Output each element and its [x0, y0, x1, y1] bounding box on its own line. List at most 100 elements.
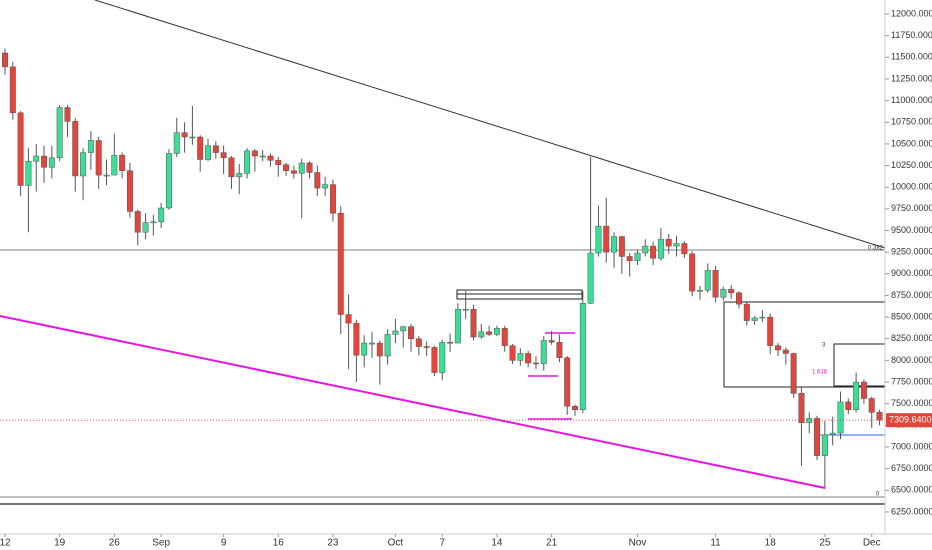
last-price-label: 7309.6400 [889, 415, 932, 425]
y-tick-label: 9750.0000 [891, 203, 932, 213]
candle-body [423, 346, 430, 348]
candle-body [798, 393, 805, 423]
candle-body [290, 170, 297, 174]
candle-body [767, 316, 774, 346]
candle-body [384, 334, 391, 357]
candle-body [392, 330, 399, 335]
candle-body [431, 347, 438, 373]
candle-body [673, 243, 680, 247]
candle-body [587, 252, 594, 304]
candle-body [345, 314, 352, 324]
x-tick-label: 9 [221, 538, 227, 549]
candle-body [87, 140, 94, 153]
candle-body [556, 341, 563, 359]
candle-body [134, 211, 141, 233]
candle-body [876, 412, 883, 421]
candle-body [603, 225, 610, 253]
candle-body [712, 270, 719, 298]
y-tick-label: 6250.0000 [891, 506, 932, 516]
x-tick-label: 26 [109, 538, 121, 549]
candle-body [314, 172, 321, 189]
y-tick-label: 11750.0000 [891, 30, 932, 40]
annotation: 0.382 [868, 246, 884, 252]
y-tick-label: 7750.0000 [891, 376, 932, 386]
candle-body [415, 338, 422, 347]
candle-body [704, 270, 711, 291]
candle-body [462, 309, 469, 311]
candle-body [111, 154, 118, 176]
candle-body [9, 66, 16, 113]
candle-body [376, 342, 383, 357]
candle-body [220, 152, 227, 159]
candle-body [2, 52, 8, 68]
candle-body [353, 322, 360, 356]
candle-body [165, 153, 172, 209]
x-tick-label: 12 [0, 538, 11, 549]
candle-body [650, 245, 657, 259]
candle-body [759, 316, 766, 319]
x-tick-label: 23 [327, 538, 339, 549]
y-tick-label: 11250.0000 [891, 73, 932, 83]
candle-body [361, 342, 368, 356]
candle-body [25, 160, 32, 186]
candle-body [454, 309, 461, 344]
candle-body [150, 221, 157, 224]
candle-body [126, 170, 133, 212]
y-tick-label: 8500.0000 [891, 311, 932, 321]
candle-body [806, 418, 813, 423]
candle-body [665, 238, 672, 247]
candle-body [306, 162, 313, 173]
x-tick-label: Dec [863, 538, 881, 549]
candle-body [267, 155, 274, 161]
candle-body [860, 381, 867, 399]
candle-body [579, 302, 586, 410]
candle-body [618, 236, 625, 257]
y-tick-label: 8750.0000 [891, 290, 932, 300]
candle-body [696, 289, 703, 292]
candle-body [517, 353, 524, 361]
candle-body [158, 207, 165, 223]
candle-body [470, 309, 477, 338]
y-tick-label: 7000.0000 [891, 441, 932, 451]
candle-body [837, 401, 844, 434]
candle-body [548, 340, 555, 343]
candle-body [275, 160, 282, 165]
candle-body [728, 289, 735, 294]
candle-body [95, 140, 102, 176]
x-tick-label: 16 [273, 538, 285, 549]
y-tick-label: 10750.0000 [891, 117, 932, 127]
candle-body [532, 362, 539, 365]
x-tick-label: 19 [54, 538, 66, 549]
candle-body [868, 398, 875, 413]
x-tick-label: 7 [439, 538, 445, 549]
x-tick-label: 25 [819, 538, 831, 549]
x-tick-label: Sep [152, 538, 170, 549]
candle-body [205, 145, 211, 160]
candle-body [298, 162, 305, 174]
y-tick-label: 6500.0000 [891, 485, 932, 495]
candle-body [775, 345, 782, 351]
candle-body [228, 157, 235, 178]
x-tick-label: 11 [710, 538, 721, 549]
annotation: 1.618 [812, 370, 828, 376]
candle-body [212, 145, 219, 153]
x-tick-label: 18 [765, 538, 777, 549]
candle-body [853, 381, 860, 410]
y-tick-label: 10250.0000 [891, 160, 932, 170]
candle-body [493, 328, 500, 335]
candle-body [564, 357, 571, 407]
x-tick-label: Oct [388, 538, 404, 549]
candle-body [189, 136, 196, 139]
candle-body [48, 157, 55, 168]
candles [2, 48, 883, 489]
candle-body [119, 154, 126, 172]
candle-body [626, 256, 633, 262]
candle-body [751, 317, 758, 321]
candle-body [525, 353, 532, 364]
candle-body [642, 245, 649, 254]
candle-body [142, 222, 149, 233]
y-tick-label: 9000.0000 [891, 268, 932, 278]
candle-body [197, 136, 204, 160]
last-price-box [886, 413, 932, 428]
candle-body [657, 238, 664, 259]
